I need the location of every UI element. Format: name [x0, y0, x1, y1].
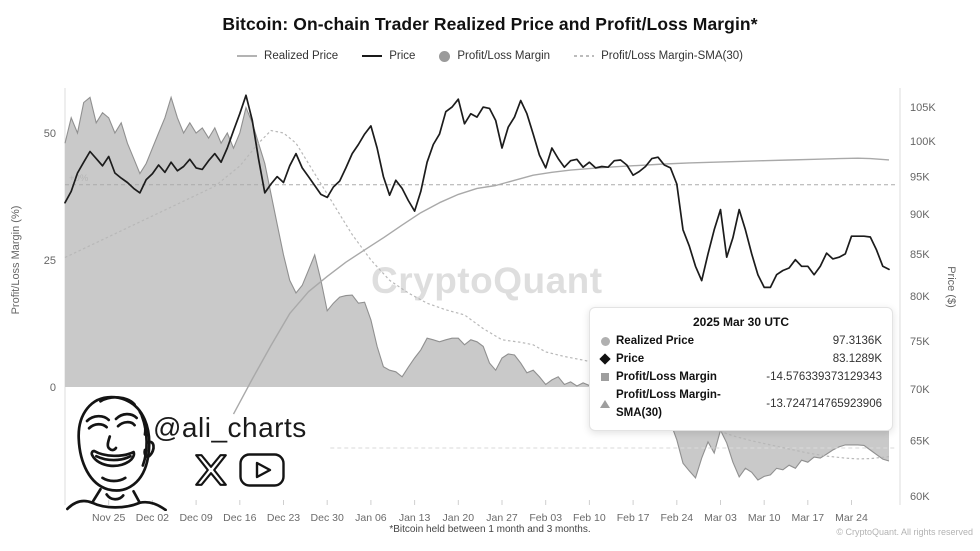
x-axis-tick-label: Dec 16 [223, 512, 256, 524]
tooltip-row: Profit/Loss Margin -14.576339373129343 [600, 368, 882, 386]
legend-label: Profit/Loss Margin-SMA(30) [601, 50, 743, 62]
legend-item-realized-price[interactable]: Realized Price [237, 50, 338, 62]
legend-label: Profit/Loss Margin [457, 50, 551, 62]
tooltip-series-value: -14.576339373129343 [766, 371, 882, 383]
right-axis-tick-label: 95K [910, 172, 930, 184]
x-axis-tick-label: Jan 06 [355, 512, 387, 524]
left-axis-title: Profit/Loss Margin (%) [10, 205, 22, 315]
x-axis-tick-label: Feb 03 [529, 512, 562, 524]
copyright: © CryptoQuant. All rights reserved [836, 527, 973, 537]
realized-price-line [232, 157, 890, 415]
right-axis-tick-label: 100K [910, 136, 936, 148]
right-axis-tick-label: 75K [910, 336, 930, 348]
right-axis-tick-label: 65K [910, 435, 930, 447]
profit-loss-margin-outline [64, 95, 890, 481]
x-axis-tick-label: Mar 17 [791, 512, 824, 524]
legend-item-profit-loss-margin[interactable]: Profit/Loss Margin [439, 50, 550, 62]
tooltip-date: 2025 Mar 30 UTC [692, 315, 790, 329]
legend: Realized Price Price Profit/Loss Margin Pro… [0, 50, 980, 62]
x-axis-tick-label: Dec 02 [136, 512, 169, 524]
x-axis-tick-label: Feb 10 [573, 512, 606, 524]
profit-loss-margin-sma30-line [64, 129, 890, 460]
artist-face-drawing [66, 395, 167, 511]
tooltip-series-label: Price [616, 353, 645, 365]
x-axis-tick-label: Nov 25 [92, 512, 125, 524]
tooltip-series-label: Profit/Loss Margin-SMA(30) [616, 389, 721, 419]
page-title: Bitcoin: On-chain Trader Realized Price … [222, 14, 758, 34]
x-axis-tick-label: Mar 03 [704, 512, 737, 524]
legend-item-price[interactable]: Price [362, 50, 415, 62]
cryptoquant-watermark: CryptoQuant [371, 260, 603, 302]
legend-item-profit-loss-margin-sma-30-[interactable]: Profit/Loss Margin-SMA(30) [574, 50, 743, 62]
x-axis-tick-label: Mar 24 [835, 512, 868, 524]
tooltip-row: Price 83.1289K [599, 350, 882, 368]
footnote: *Bitcoin held between 1 month and 3 mont… [389, 524, 591, 535]
legend-marker [362, 55, 383, 57]
legend-marker [237, 55, 258, 57]
tooltip-row: Profit/Loss Margin-SMA(30) -13.7247147659… [600, 386, 882, 422]
circle-marker-icon [600, 336, 610, 346]
x-axis-tick-label: Dec 09 [179, 512, 212, 524]
legend-label: Price [389, 50, 416, 62]
legend-marker [439, 50, 451, 62]
right-axis-tick-label: 90K [910, 209, 930, 221]
legend-label: Realized Price [264, 50, 339, 62]
tooltip-series-value: -13.724714765923906 [766, 398, 882, 410]
left-axis-tick-label: 0 [50, 382, 56, 394]
zero-percent-label: +0% [69, 173, 89, 184]
right-axis-tick-label: 70K [910, 384, 930, 396]
play-button-icon [239, 453, 285, 487]
legend-marker [574, 55, 595, 57]
x-axis-tick-label: Dec 30 [311, 512, 344, 524]
tooltip-series-value: 97.3136K [832, 335, 882, 347]
right-axis-title: Price ($) [945, 266, 957, 308]
x-axis-tick-label: Jan 27 [486, 512, 518, 524]
x-axis-tick-label: Jan 13 [399, 512, 431, 524]
right-axis-tick-label: 85K [910, 249, 930, 261]
x-axis-tick-label: Mar 10 [748, 512, 781, 524]
price-line [64, 94, 890, 289]
tooltip-row: Realized Price 97.3136K [600, 332, 882, 350]
x-axis-tick-label: Feb 24 [660, 512, 693, 524]
x-axis-tick-label: Jan 20 [443, 512, 475, 524]
right-axis-tick-label: 105K [910, 102, 936, 114]
left-axis-tick-label: 25 [44, 255, 56, 267]
tooltip: 2025 Mar 30 UTC Realized Price 97.3136K Pr… [589, 307, 893, 431]
x-logo-icon [195, 454, 227, 486]
diamond-marker-icon [599, 353, 611, 365]
profit-loss-margin-area [65, 97, 889, 481]
tooltip-series-label: Profit/Loss Margin [616, 371, 717, 383]
square-marker-icon [600, 373, 610, 381]
tooltip-series-label: Realized Price [616, 335, 694, 347]
artist-handle: @ali_charts [153, 412, 307, 443]
right-axis-tick-label: 60K [910, 491, 930, 503]
triangle-marker-icon [600, 400, 610, 408]
x-axis-tick-label: Dec 23 [267, 512, 300, 524]
left-axis-tick-label: 50 [44, 128, 56, 140]
right-axis-tick-label: 80K [910, 291, 930, 303]
x-axis-tick-label: Feb 17 [617, 512, 650, 524]
tooltip-series-value: 83.1289K [832, 353, 882, 365]
